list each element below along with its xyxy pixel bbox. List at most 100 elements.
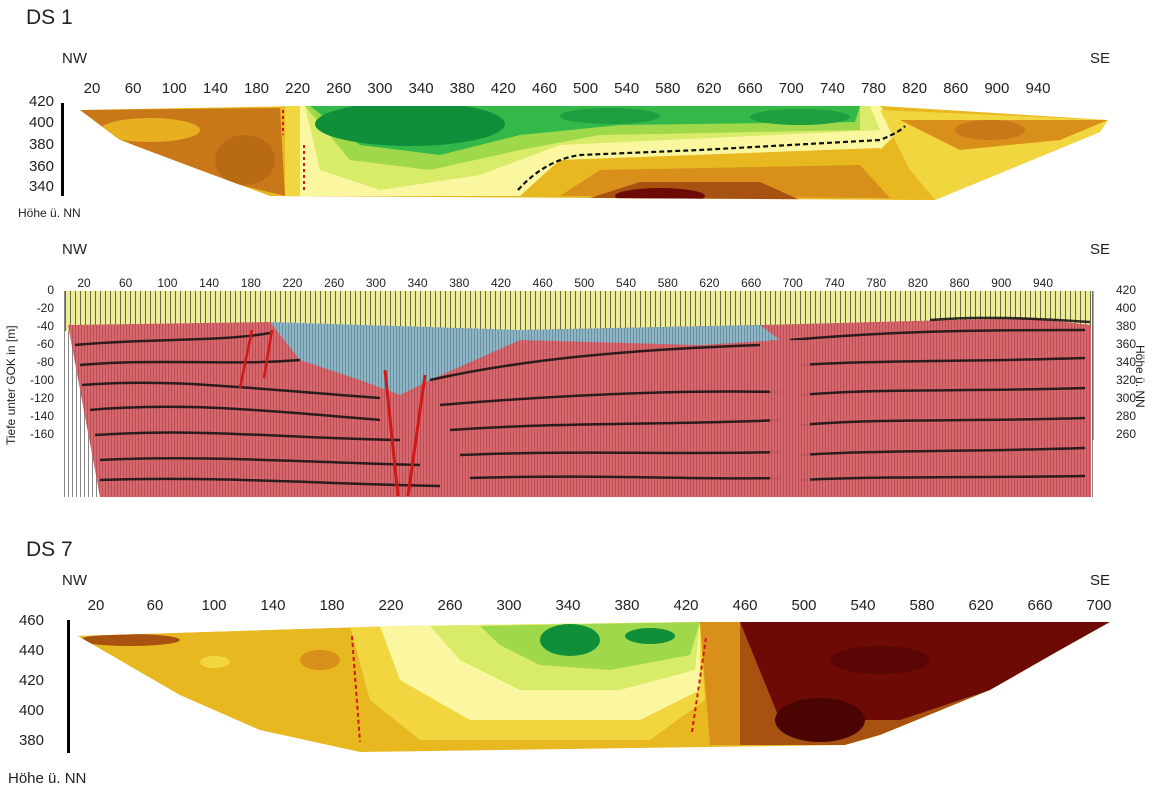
panel2-right-y-tick: 400 (1116, 301, 1137, 315)
panel1-x-tick: 780 (860, 80, 886, 97)
panel1-y-tick: 400 (28, 114, 54, 131)
panel2-left-y-tick: -80 (36, 355, 54, 369)
panel3-x-tick: 300 (496, 597, 522, 614)
panel2-x-tick: 340 (407, 276, 428, 290)
panel2-left-y-tick: -120 (29, 391, 54, 405)
panel3-x-tick: 220 (378, 597, 404, 614)
panel1-y-tick: 380 (28, 136, 54, 153)
panel3-y-tick: 380 (18, 732, 44, 749)
panel2-nw-label: NW (62, 241, 87, 258)
panel3-y-axis-line (67, 620, 70, 753)
panel3-x-tick: 700 (1086, 597, 1112, 614)
panel1-x-tick: 700 (778, 80, 804, 97)
panel3-x-tick: 500 (791, 597, 817, 614)
panel1-title: DS 1 (26, 6, 73, 29)
panel2-x-tick: 260 (324, 276, 345, 290)
panel2-x-tick: 780 (866, 276, 887, 290)
panel2-x-tick: 860 (949, 276, 970, 290)
panel2-x-tick: 660 (741, 276, 762, 290)
panel3-y-tick: 440 (18, 642, 44, 659)
panel2-right-y-tick: 300 (1116, 391, 1137, 405)
panel1-x-tick: 420 (490, 80, 516, 97)
panel2-x-tick: 500 (574, 276, 595, 290)
panel1-x-tick: 860 (943, 80, 969, 97)
panel3-x-tick: 100 (201, 597, 227, 614)
panel3-y-tick: 460 (18, 612, 44, 629)
panel1-y-label: Höhe ü. NN (18, 206, 81, 220)
panel2-right-y-tick: 360 (1116, 337, 1137, 351)
panel1-nw-label: NW (62, 50, 87, 67)
panel2-left-y-tick: 0 (47, 283, 54, 297)
panel1-x-tick: 380 (449, 80, 475, 97)
panel2-right-y-tick: 260 (1116, 427, 1137, 441)
panel2-left-y-tick: -60 (36, 337, 54, 351)
panel1-x-tick: 900 (984, 80, 1010, 97)
panel3-x-tick: 460 (732, 597, 758, 614)
panel1-x-tick: 940 (1025, 80, 1051, 97)
panel3-se-label: SE (1090, 572, 1111, 589)
panel2-right-y-tick: 280 (1116, 409, 1137, 423)
panel2-x-tick: 420 (490, 276, 511, 290)
panel2-x-tick: 540 (616, 276, 637, 290)
panel1-x-tick: 620 (696, 80, 722, 97)
panel1-x-tick: 340 (408, 80, 434, 97)
panel3-x-tick: 380 (614, 597, 640, 614)
panel2-left-y-tick: -100 (29, 373, 54, 387)
panel2-se-label: SE (1090, 241, 1111, 258)
panel2-x-tick: 700 (782, 276, 803, 290)
panel2-right-y-tick: 320 (1116, 373, 1137, 387)
panel2-x-tick: 180 (240, 276, 261, 290)
panel2-x-tick: 60 (119, 276, 133, 290)
panel2-x-tick: 220 (282, 276, 303, 290)
panel1-y-tick: 360 (28, 158, 54, 175)
panel2-x-tick: 900 (991, 276, 1012, 290)
panel1-x-tick: 300 (367, 80, 393, 97)
panel1-x-tick: 580 (655, 80, 681, 97)
panel1-x-tick: 460 (531, 80, 557, 97)
panel2-x-tick: 460 (532, 276, 553, 290)
panel3-x-tick: 420 (673, 597, 699, 614)
panel1-y-tick: 340 (28, 178, 54, 195)
panel2-x-tick: 20 (77, 276, 91, 290)
panel1-x-tick: 660 (737, 80, 763, 97)
panel1-x-tick: 140 (202, 80, 228, 97)
panel3-y-label: Höhe ü. NN (8, 770, 87, 787)
panel1-x-tick: 260 (326, 80, 352, 97)
panel3-x-tick: 140 (260, 597, 286, 614)
panel3-x-tick: 60 (146, 597, 164, 614)
panel1-y-tick: 420 (28, 93, 54, 110)
panel2-left-y-tick: -20 (36, 301, 54, 315)
panel2-x-tick: 140 (199, 276, 220, 290)
panel1-se-label: SE (1090, 50, 1111, 67)
panel2-right-y-tick: 420 (1116, 283, 1137, 297)
panel3-y-tick: 420 (18, 672, 44, 689)
panel3-x-tick: 580 (909, 597, 935, 614)
panel2-x-tick: 620 (699, 276, 720, 290)
panel2-left-y-tick: -140 (29, 409, 54, 423)
panel3-x-tick: 340 (555, 597, 581, 614)
panel2-left-y-tick: -160 (29, 427, 54, 441)
panel3-x-tick: 620 (968, 597, 994, 614)
panel2-left-y-tick: -40 (36, 319, 54, 333)
panel2-x-tick: 940 (1032, 276, 1054, 290)
panel1-x-tick: 740 (819, 80, 845, 97)
panel3-nw-label: NW (62, 572, 87, 589)
panel3-x-tick: 660 (1027, 597, 1053, 614)
panel3-x-tick: 540 (850, 597, 876, 614)
panel2-x-tick: 380 (449, 276, 470, 290)
panel1-x-tick: 60 (124, 80, 142, 97)
panel1-x-tick: 220 (285, 80, 311, 97)
panel1-x-tick: 100 (161, 80, 187, 97)
panel1-x-tick: 20 (83, 80, 101, 97)
panel3-x-tick: 180 (319, 597, 345, 614)
panel2-x-tick: 740 (824, 276, 845, 290)
panel1-x-tick: 540 (614, 80, 640, 97)
panel1-x-tick: 820 (902, 80, 928, 97)
panel2-x-tick: 820 (907, 276, 928, 290)
panel3-y-tick: 400 (18, 702, 44, 719)
panel2-x-tick: 300 (365, 276, 386, 290)
panel3-title: DS 7 (26, 538, 73, 561)
